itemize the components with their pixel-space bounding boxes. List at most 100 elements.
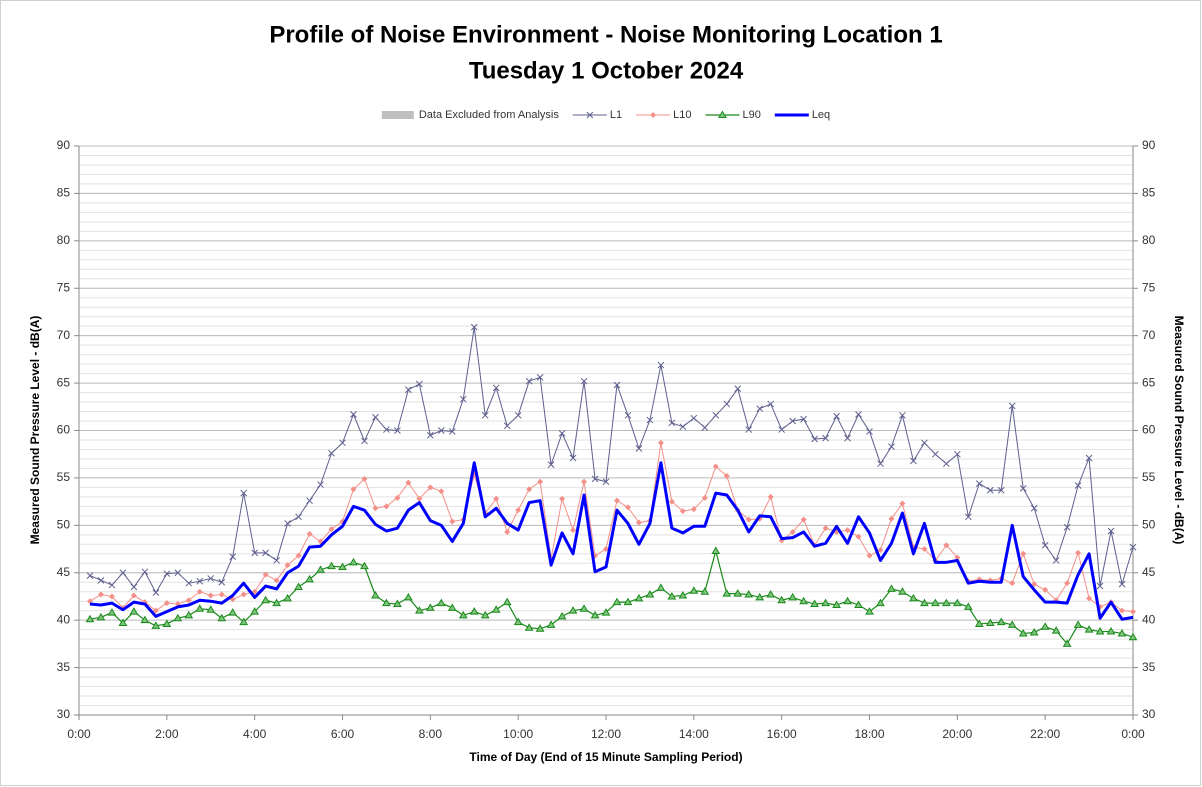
marker xyxy=(251,549,259,557)
marker xyxy=(537,478,544,485)
marker xyxy=(634,593,644,602)
marker xyxy=(569,454,577,462)
marker xyxy=(559,495,566,502)
marker xyxy=(317,481,324,488)
marker xyxy=(1106,627,1116,635)
y-tick-label: 55 xyxy=(57,470,71,484)
marker xyxy=(261,595,271,604)
marker xyxy=(1095,627,1105,635)
marker xyxy=(558,429,566,437)
marker xyxy=(854,600,863,608)
marker xyxy=(964,513,972,521)
series-3 xyxy=(89,461,1134,621)
marker xyxy=(557,611,567,620)
marker xyxy=(371,591,380,599)
marker xyxy=(843,596,852,605)
chart-title: Profile of Noise Environment - Noise Mon… xyxy=(269,21,942,48)
marker xyxy=(272,598,281,607)
marker xyxy=(1007,620,1017,628)
marker xyxy=(734,385,742,393)
y-tick-label: 60 xyxy=(57,423,71,437)
marker xyxy=(316,565,325,573)
legend-label: L1 xyxy=(610,109,622,121)
marker xyxy=(394,427,401,434)
marker xyxy=(294,582,303,590)
marker xyxy=(612,597,622,606)
marker xyxy=(1041,541,1049,549)
x-tick-label: 18:00 xyxy=(854,727,884,741)
x-tick-label: 20:00 xyxy=(942,727,972,741)
marker xyxy=(547,461,555,468)
marker xyxy=(426,431,434,439)
x-tick-label: 10:00 xyxy=(503,727,533,741)
marker xyxy=(152,589,160,597)
marker xyxy=(624,504,631,511)
marker xyxy=(338,562,347,571)
marker xyxy=(416,495,423,502)
marker xyxy=(546,620,556,628)
y-tick-label: 30 xyxy=(57,707,71,721)
marker xyxy=(876,598,885,607)
marker xyxy=(788,592,798,601)
marker xyxy=(469,607,479,615)
marker xyxy=(1130,608,1136,615)
y2-tick-label: 75 xyxy=(1142,280,1156,294)
marker xyxy=(339,439,346,447)
marker xyxy=(97,591,104,598)
marker xyxy=(711,546,721,554)
y2-tick-label: 60 xyxy=(1142,423,1156,437)
chart-subtitle: Tuesday 1 October 2024 xyxy=(469,57,744,84)
marker xyxy=(492,384,500,392)
y2-tick-label: 65 xyxy=(1142,375,1156,389)
marker xyxy=(986,486,994,494)
marker xyxy=(1030,504,1038,512)
marker xyxy=(1009,580,1016,587)
legend-label: L90 xyxy=(742,109,760,121)
marker xyxy=(305,574,314,583)
marker xyxy=(107,608,117,616)
marker xyxy=(844,527,851,534)
marker xyxy=(328,449,335,457)
marker xyxy=(723,473,730,480)
marker xyxy=(877,460,884,468)
marker xyxy=(756,405,764,413)
marker xyxy=(360,561,369,570)
marker xyxy=(535,624,545,632)
marker xyxy=(129,607,139,615)
x-axis-title: Time of Day (End of 15 Minute Sampling P… xyxy=(469,750,742,764)
marker xyxy=(650,112,657,118)
marker xyxy=(447,603,457,611)
marker xyxy=(844,434,851,442)
marker xyxy=(515,507,522,514)
marker xyxy=(350,486,357,493)
marker xyxy=(800,516,807,523)
marker xyxy=(877,546,884,553)
marker xyxy=(405,386,412,394)
marker xyxy=(888,515,895,522)
marker xyxy=(502,597,512,606)
marker xyxy=(327,561,336,570)
y-tick-label: 75 xyxy=(57,280,71,294)
marker xyxy=(601,608,611,616)
y-tick-label: 90 xyxy=(57,138,71,152)
marker xyxy=(163,570,171,578)
y-tick-label: 45 xyxy=(57,565,71,579)
marker xyxy=(130,592,137,599)
y-axis-title: Measured Sound Pressure Level - dB(A) xyxy=(28,316,42,545)
marker xyxy=(273,557,280,564)
marker xyxy=(1031,581,1038,588)
marker xyxy=(349,557,358,566)
marker xyxy=(504,528,511,535)
x-tick-label: 22:00 xyxy=(1030,727,1060,741)
marker xyxy=(514,411,522,419)
x-tick-label: 4:00 xyxy=(243,727,267,741)
marker xyxy=(536,374,544,381)
marker xyxy=(228,608,238,616)
marker xyxy=(162,619,172,627)
marker xyxy=(657,361,665,369)
marker xyxy=(524,623,534,631)
marker xyxy=(404,592,413,601)
y-tick-label: 50 xyxy=(57,518,71,532)
marker xyxy=(350,411,357,418)
legend-swatch xyxy=(381,111,414,119)
